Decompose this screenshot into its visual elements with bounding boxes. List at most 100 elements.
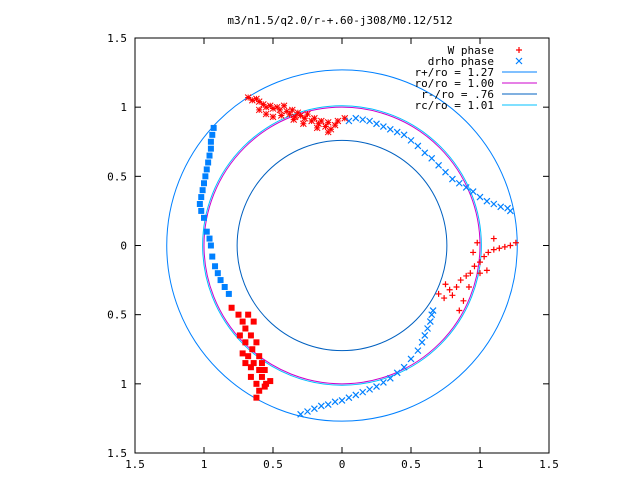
x-tick-label: 1 xyxy=(477,458,484,471)
reference-circles xyxy=(166,69,518,422)
drho-phase-point xyxy=(345,117,353,125)
w-phase-point xyxy=(256,367,263,373)
drho-phase-point xyxy=(428,154,436,162)
w-phase-point xyxy=(463,272,470,279)
w-phase-point xyxy=(262,110,270,118)
drho-phase-point xyxy=(225,290,232,297)
drho-phase-point xyxy=(366,117,374,125)
w-phase-point xyxy=(249,346,256,353)
w-phase-point xyxy=(245,311,252,318)
w-phase-point xyxy=(255,106,263,114)
y-tick-label: 1.5 xyxy=(107,447,127,460)
axis-ticks: 1.5 1 0.5 0 0.5 1 1.51.510.500.511.5 xyxy=(107,32,559,471)
drho-phase-point xyxy=(352,114,360,122)
x-tick-label: 1 xyxy=(201,458,208,471)
drho-phase-point xyxy=(448,175,456,183)
drho-phase-point xyxy=(209,131,216,138)
drho-phase-point xyxy=(212,263,219,270)
drho-phase-point xyxy=(207,138,214,145)
drho-phase-point xyxy=(209,253,216,260)
w-phase-point xyxy=(304,110,311,118)
drho-phase-point xyxy=(407,136,415,144)
y-tick-label: 0.5 xyxy=(107,309,127,322)
y-tick-label: 1 xyxy=(120,101,127,114)
drho-phase-point xyxy=(201,214,207,221)
drho-phase-point xyxy=(435,161,443,169)
drho-phase-point xyxy=(205,159,212,166)
drho-phase-point xyxy=(196,201,203,207)
drho-phase-point xyxy=(424,325,431,332)
w-phase-point xyxy=(258,373,265,380)
drho-phase-point xyxy=(442,168,449,176)
reference-circle xyxy=(166,69,518,422)
w-phase-point xyxy=(269,105,277,112)
y-tick-label: 1 xyxy=(120,378,127,391)
drho-phase-point xyxy=(203,228,210,235)
drho-phase-point xyxy=(393,369,401,377)
w-phase-point xyxy=(501,243,508,250)
drho-phase-point xyxy=(199,187,206,194)
drho-phase-point xyxy=(310,405,318,413)
data-points xyxy=(196,47,523,418)
w-phase-point xyxy=(235,311,242,318)
legend-label: W phase xyxy=(448,44,494,57)
w-phase-point xyxy=(253,394,260,401)
y-tick-label: 0 xyxy=(120,240,127,253)
drho-phase-point xyxy=(352,391,360,399)
w-phase-point xyxy=(236,332,243,339)
drho-phase-point xyxy=(421,331,429,339)
w-phase-point xyxy=(258,360,265,367)
y-tick-label: 1.5 xyxy=(107,32,127,45)
drho-phase-point xyxy=(366,385,374,393)
w-phase-point xyxy=(280,102,288,110)
w-phase-point xyxy=(242,339,249,346)
drho-phase-point xyxy=(210,124,217,131)
legend-label: drho phase xyxy=(428,55,494,68)
w-phase-point xyxy=(253,339,260,346)
drho-phase-point xyxy=(202,173,209,180)
w-phase-point xyxy=(300,120,307,128)
w-phase-point xyxy=(490,246,497,253)
w-phase-point xyxy=(286,110,293,118)
w-phase-point xyxy=(261,367,268,373)
drho-phase-point xyxy=(400,363,408,371)
w-phase-point xyxy=(446,286,453,293)
drho-phase-point xyxy=(379,379,387,386)
w-phase-point xyxy=(248,96,256,104)
w-phase-point xyxy=(277,112,285,119)
w-phase-point xyxy=(442,281,449,288)
drho-phase-point xyxy=(421,149,429,157)
w-phase-point xyxy=(297,112,304,119)
w-phase-point xyxy=(449,292,456,299)
w-phase-point xyxy=(481,253,488,260)
w-phase-point xyxy=(242,325,249,332)
w-phase-point xyxy=(453,284,460,290)
w-phase-point xyxy=(435,290,442,297)
drho-phase-point xyxy=(317,402,325,410)
w-phase-point xyxy=(341,114,349,122)
drho-phase-point xyxy=(407,355,415,363)
w-phase-point xyxy=(253,380,260,387)
w-phase-point xyxy=(250,360,257,367)
drho-phase-point xyxy=(345,394,353,402)
drho-phase-point xyxy=(506,207,514,215)
drho-phase-point xyxy=(379,123,387,130)
x-tick-label: 1.5 xyxy=(539,458,559,471)
drho-phase-point xyxy=(221,284,228,290)
drho-phase-point xyxy=(462,183,470,191)
reference-circle xyxy=(202,105,482,386)
w-phase-point xyxy=(301,114,309,122)
w-phase-point xyxy=(262,103,270,111)
w-phase-point xyxy=(322,123,329,130)
drho-phase-point xyxy=(359,388,367,396)
legend-label: r-/ro = .76 xyxy=(421,88,494,101)
drho-phase-point xyxy=(428,311,436,319)
x-tick-label: 0 xyxy=(339,458,346,471)
drho-phase-point xyxy=(324,401,332,409)
w-phase-point xyxy=(324,128,332,136)
drho-phase-point xyxy=(206,152,213,159)
drho-phase-point xyxy=(414,347,422,355)
w-phase-point xyxy=(334,117,342,125)
